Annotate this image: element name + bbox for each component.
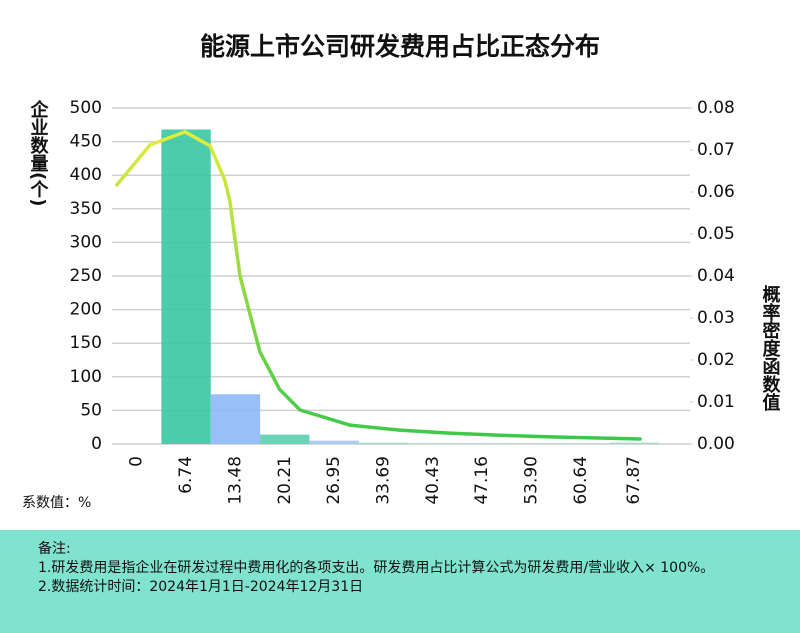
y2-tick-label: 0.00 xyxy=(697,434,735,454)
bar xyxy=(309,440,359,444)
y-axis-title: 企业数量(个) xyxy=(28,99,50,207)
bar xyxy=(260,434,310,444)
x-tick-label: 47.16 xyxy=(472,456,492,505)
y-tick-label: 50 xyxy=(80,400,102,420)
y2-tick-label: 0.04 xyxy=(697,266,735,286)
x-tick-label: 13.48 xyxy=(225,456,245,505)
bar xyxy=(556,443,606,444)
bar xyxy=(506,443,557,444)
y2-axis-title: 概率密度函数值 xyxy=(760,284,781,412)
x-axis-note: 系数值：% xyxy=(22,495,91,511)
y-tick-label: 200 xyxy=(70,300,102,320)
y-tick-label: 100 xyxy=(70,367,102,387)
chart: 能源上市公司研发费用占比正态分布 企业数量(个) 概率密度函数值 系数值：% 0… xyxy=(22,32,781,511)
x-tick-label: 60.64 xyxy=(571,456,591,505)
x-tick-label: 33.69 xyxy=(374,456,394,505)
note-item: 1.研发费用是指企业在研发过程中费用化的各项支出。研发费用占比计算公式为研发费用… xyxy=(38,560,715,576)
bar xyxy=(609,442,659,444)
bar xyxy=(161,129,211,444)
x-tick-label: 20.21 xyxy=(275,456,295,505)
x-tick-label: 26.95 xyxy=(324,456,344,505)
x-tick-label: 6.74 xyxy=(176,456,196,494)
density-curve xyxy=(115,130,642,441)
y-tick-label: 0 xyxy=(91,434,102,454)
footnote-box: 备注: 1.研发费用是指企业在研发过程中费用化的各项支出。研发费用占比计算公式为… xyxy=(0,530,800,633)
y2-tick-label: 0.03 xyxy=(697,308,735,328)
y2-tick-label: 0.02 xyxy=(697,350,735,370)
y-tick-label: 500 xyxy=(70,98,102,118)
y-tick-label: 250 xyxy=(70,266,102,286)
bar xyxy=(408,443,458,444)
note-title: 备注: xyxy=(38,541,71,557)
y-tick-label: 350 xyxy=(70,199,102,219)
y2-tick-label: 0.01 xyxy=(697,392,735,412)
y-tick-label: 300 xyxy=(70,232,102,252)
x-tick-label: 0 xyxy=(127,456,147,467)
x-tick-label: 67.87 xyxy=(624,456,644,505)
note-item: 2.数据统计时间：2024年1月1日-2024年12月31日 xyxy=(38,579,364,595)
y-tick-label: 150 xyxy=(70,333,102,353)
x-tick-label: 53.90 xyxy=(522,456,542,505)
bar xyxy=(210,394,261,444)
y2-tick-label: 0.05 xyxy=(697,224,735,244)
bar xyxy=(457,443,507,444)
y2-tick-label: 0.07 xyxy=(697,140,735,160)
x-tick-label: 40.43 xyxy=(423,456,443,505)
chart-title: 能源上市公司研发费用占比正态分布 xyxy=(200,32,600,61)
y-tick-label: 400 xyxy=(70,165,102,185)
y2-tick-label: 0.06 xyxy=(697,182,735,202)
bar xyxy=(358,442,409,444)
y2-tick-label: 0.08 xyxy=(697,98,735,118)
y-tick-label: 450 xyxy=(70,132,102,152)
